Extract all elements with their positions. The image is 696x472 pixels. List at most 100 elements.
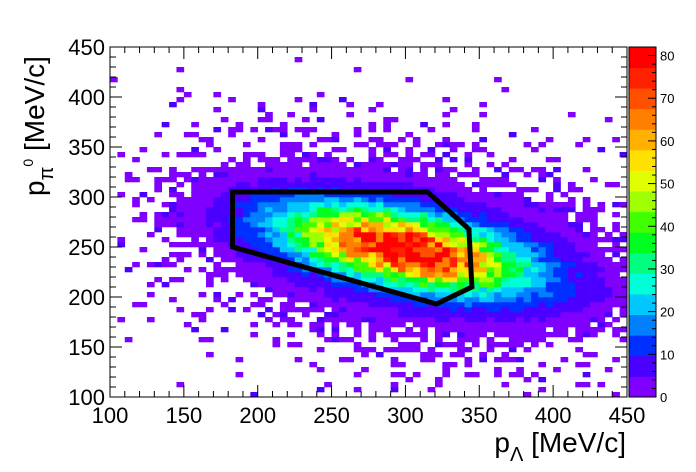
- heatmap-cell: [294, 172, 303, 178]
- heatmap-cell: [567, 282, 576, 288]
- heatmap-cell: [368, 212, 377, 218]
- heatmap-cell: [346, 157, 355, 163]
- heatmap-cell: [420, 202, 428, 208]
- heatmap-cell: [124, 172, 133, 178]
- heatmap-cell: [508, 257, 517, 263]
- heatmap-cell: [383, 317, 391, 323]
- heatmap-cell: [530, 332, 539, 338]
- heatmap-cell: [405, 162, 414, 168]
- heatmap-cell: [375, 177, 384, 183]
- heatmap-cell: [331, 217, 340, 223]
- heatmap-cell: [508, 202, 517, 208]
- heatmap-cell: [390, 182, 399, 188]
- heatmap-cell: [383, 197, 391, 203]
- heatmap-cell: [582, 322, 591, 328]
- heatmap-cell: [590, 297, 598, 303]
- heatmap-cell: [427, 312, 436, 318]
- heatmap-cell: [279, 282, 288, 288]
- heatmap-cell: [294, 167, 303, 173]
- palette-tick-label: 80: [660, 49, 674, 64]
- heatmap-cell: [471, 182, 480, 188]
- heatmap-cell: [316, 282, 325, 288]
- heatmap-cell: [508, 167, 517, 173]
- heatmap-cell: [235, 167, 244, 173]
- heatmap-cell: [265, 277, 273, 283]
- heatmap-cell: [294, 307, 303, 313]
- heatmap-cell: [486, 337, 495, 343]
- heatmap-cell: [553, 202, 561, 208]
- heatmap-cell: [538, 307, 547, 313]
- heatmap-cell: [272, 322, 281, 328]
- heatmap-cell: [530, 317, 539, 323]
- heatmap-cell: [398, 197, 406, 203]
- heatmap-cell: [545, 237, 554, 243]
- heatmap-cell: [545, 277, 554, 283]
- heatmap-cell: [501, 307, 510, 313]
- heatmap-cell: [331, 297, 340, 303]
- heatmap-cell: [545, 272, 554, 278]
- heatmap-cell: [265, 182, 273, 188]
- heatmap-cell: [567, 232, 576, 238]
- heatmap-cell: [442, 367, 451, 373]
- heatmap-cell: [471, 372, 480, 378]
- heatmap-cell: [228, 252, 236, 258]
- heatmap-cell: [501, 332, 510, 338]
- heatmap-cell: [575, 272, 583, 278]
- heatmap-cell: [257, 242, 266, 248]
- heatmap-cell: [405, 172, 414, 178]
- heatmap-cell: [368, 307, 377, 313]
- heatmap-cell: [457, 192, 465, 198]
- heatmap-cell: [176, 382, 185, 388]
- heatmap-cell: [383, 232, 391, 238]
- heatmap-cell: [338, 227, 347, 233]
- heatmap-cell: [132, 302, 140, 308]
- heatmap-cell: [442, 272, 451, 278]
- heatmap-cell: [375, 292, 384, 298]
- heatmap-cell: [390, 387, 399, 393]
- heatmap-cell: [449, 187, 458, 193]
- heatmap-cell: [176, 172, 185, 178]
- heatmap-cell: [117, 317, 126, 323]
- heatmap-cell: [294, 197, 303, 203]
- heatmap-cell: [412, 257, 421, 263]
- heatmap-cell: [368, 232, 377, 238]
- heatmap-cell: [154, 187, 162, 193]
- heatmap-cell: [434, 272, 443, 278]
- heatmap-cell: [353, 247, 362, 253]
- heatmap-cell: [161, 152, 170, 158]
- heatmap-cell: [597, 262, 606, 268]
- heatmap-cell: [139, 192, 148, 198]
- heatmap-cell: [375, 167, 384, 173]
- heatmap-cell: [590, 237, 598, 243]
- heatmap-cell: [538, 327, 547, 333]
- heatmap-cell: [250, 282, 259, 288]
- heatmap-cell: [597, 312, 606, 318]
- x-tick-label: 300: [387, 403, 424, 428]
- heatmap-cell: [479, 202, 487, 208]
- heatmap-cell: [242, 272, 251, 278]
- heatmap-cell: [398, 297, 406, 303]
- heatmap-cell: [316, 332, 325, 338]
- heatmap-cell: [220, 207, 229, 213]
- heatmap-cell: [420, 162, 428, 168]
- heatmap-cell: [279, 237, 288, 243]
- heatmap-cell: [154, 262, 162, 268]
- heatmap-cell: [457, 302, 465, 308]
- heatmap-cell: [161, 212, 170, 218]
- heatmap-cell: [582, 167, 591, 173]
- heatmap-cell: [331, 237, 340, 243]
- heatmap-cell: [560, 207, 569, 213]
- heatmap-cell: [242, 212, 251, 218]
- heatmap-cell: [287, 162, 295, 168]
- heatmap-cell: [169, 172, 177, 178]
- heatmap-cell: [316, 117, 325, 123]
- heatmap-cell: [169, 242, 177, 248]
- heatmap-cell: [575, 267, 583, 273]
- heatmap-cell: [486, 347, 495, 353]
- heatmap-cell: [383, 307, 391, 313]
- heatmap-cell: [420, 252, 428, 258]
- heatmap-cell: [597, 272, 606, 278]
- heatmap-cell: [235, 257, 244, 263]
- heatmap-cell: [316, 212, 325, 218]
